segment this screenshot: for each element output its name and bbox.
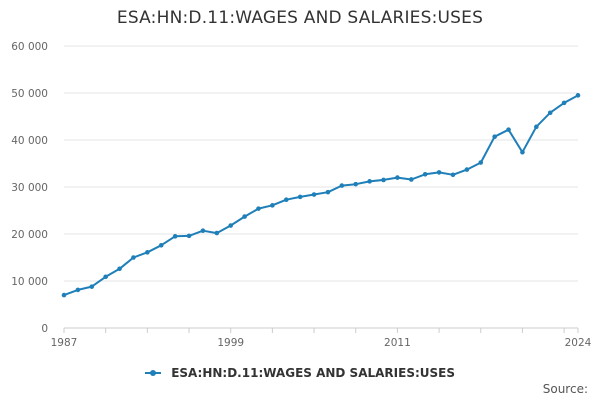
data-point[interactable] xyxy=(228,223,234,228)
x-tick-label: 1987 xyxy=(51,337,78,349)
data-point[interactable] xyxy=(395,175,400,180)
y-tick-label: 60 000 xyxy=(11,41,48,53)
data-point[interactable] xyxy=(200,228,206,234)
y-tick-label: 20 000 xyxy=(11,229,48,241)
data-point[interactable] xyxy=(353,181,359,187)
data-point[interactable] xyxy=(158,242,164,248)
data-point[interactable] xyxy=(145,250,150,255)
chart-title: ESA:HN:D.11:WAGES AND SALARIES:USES xyxy=(116,8,484,28)
data-point[interactable] xyxy=(117,266,122,272)
data-point[interactable] xyxy=(61,292,67,298)
data-point[interactable] xyxy=(534,124,539,130)
x-tick-label: 1999 xyxy=(217,337,244,349)
data-point[interactable] xyxy=(450,172,456,178)
data-point[interactable] xyxy=(436,170,442,175)
data-point[interactable] xyxy=(325,189,331,195)
data-point[interactable] xyxy=(422,172,428,177)
data-point[interactable] xyxy=(561,100,567,106)
series-group xyxy=(61,93,581,298)
data-point[interactable] xyxy=(478,160,484,165)
data-point[interactable] xyxy=(214,230,220,236)
x-tick-label: 2024 xyxy=(565,337,592,349)
x-tick-label: 2011 xyxy=(384,337,411,349)
data-point[interactable] xyxy=(103,274,108,280)
data-point[interactable] xyxy=(492,134,497,140)
y-axis-tick-labels: 0 10 000 20 000 30 000 40 000 50 000 60 000 xyxy=(11,41,48,335)
y-tick-label: 10 000 xyxy=(11,276,48,288)
series-line xyxy=(63,94,579,297)
data-point[interactable] xyxy=(575,93,581,98)
data-point[interactable] xyxy=(311,192,317,197)
y-tick-label: 50 000 xyxy=(11,88,48,100)
data-point[interactable] xyxy=(270,203,275,208)
data-point[interactable] xyxy=(506,127,511,132)
legend[interactable]: ESA:HN:D.11:WAGES AND SALARIES:USES xyxy=(0,366,600,380)
grid-lines xyxy=(64,45,578,282)
data-point[interactable] xyxy=(408,177,414,182)
data-point[interactable] xyxy=(283,197,289,202)
data-point[interactable] xyxy=(547,110,553,116)
data-point[interactable] xyxy=(520,149,525,155)
data-point[interactable] xyxy=(464,167,470,172)
data-point[interactable] xyxy=(186,233,192,239)
data-point[interactable] xyxy=(75,287,81,293)
data-point[interactable] xyxy=(339,183,345,188)
legend-label: ESA:HN:D.11:WAGES AND SALARIES:USES xyxy=(171,366,455,380)
data-point[interactable] xyxy=(367,179,372,184)
y-tick-label: 0 xyxy=(41,323,48,335)
data-point[interactable] xyxy=(297,194,303,200)
source-label: Source: xyxy=(542,382,588,396)
data-point[interactable] xyxy=(256,206,261,211)
data-point[interactable] xyxy=(131,255,136,260)
data-point[interactable] xyxy=(172,234,178,239)
data-point[interactable] xyxy=(89,284,95,289)
legend-line-marker-icon xyxy=(145,369,161,376)
y-tick-label: 40 000 xyxy=(11,135,48,147)
data-point[interactable] xyxy=(381,177,386,183)
x-axis: 1987 1999 2011 2024 xyxy=(51,327,592,349)
y-tick-label: 30 000 xyxy=(11,182,48,194)
data-point[interactable] xyxy=(242,214,247,219)
